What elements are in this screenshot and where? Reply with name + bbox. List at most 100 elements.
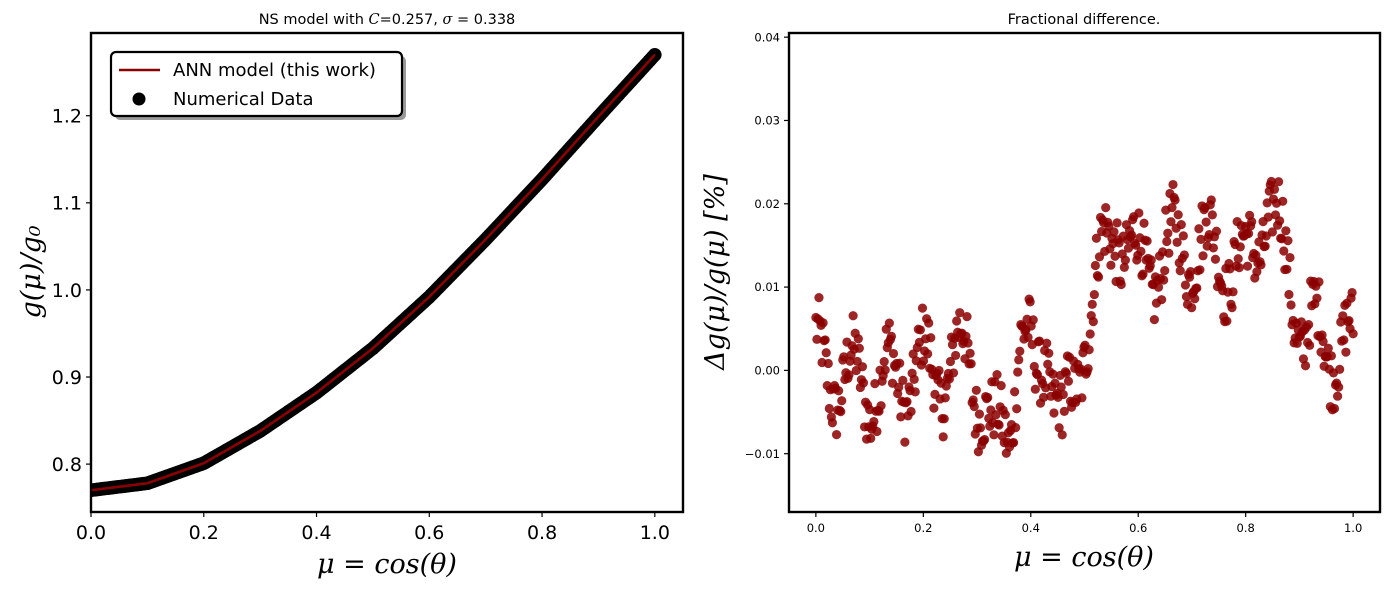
fractional-point	[1168, 179, 1178, 190]
fractional-point	[1056, 382, 1066, 392]
y-tick-label: 0.04	[754, 30, 780, 44]
fractional-point	[1300, 361, 1311, 371]
fractional-point	[929, 403, 939, 413]
fractional-point	[870, 379, 880, 389]
fractional-point	[831, 430, 842, 440]
fractional-point	[1210, 254, 1221, 264]
fractional-point	[1013, 367, 1023, 377]
fractional-point	[1260, 241, 1270, 251]
fractional-point	[1112, 218, 1122, 228]
fractional-point	[827, 418, 838, 428]
fractional-point	[1304, 319, 1314, 330]
fractional-point	[1048, 369, 1058, 379]
fractional-point	[915, 325, 926, 335]
fractional-point	[1110, 251, 1120, 261]
fractional-point	[1058, 389, 1068, 400]
fractional-point	[1000, 410, 1010, 420]
fractional-point	[1093, 272, 1104, 282]
fractional-point	[869, 416, 879, 427]
fractional-point	[848, 311, 858, 321]
fractional-point	[1059, 406, 1069, 416]
fractional-point	[938, 432, 948, 442]
fractional-point	[894, 382, 904, 392]
fractional-point	[1149, 315, 1159, 325]
fractional-point	[1015, 346, 1025, 356]
fractional-point	[1160, 266, 1170, 276]
fractional-point	[1233, 254, 1243, 264]
fractional-point	[1282, 264, 1292, 274]
x-tick-label: 0.6	[414, 522, 444, 544]
fractional-point	[844, 370, 854, 380]
fractional-point	[1251, 250, 1261, 260]
fractional-point	[1338, 311, 1348, 321]
x-tick-label: 0.4	[1022, 521, 1040, 535]
right-y-axis: −0.01 0.00 0.01 0.02 0.03 0.04	[745, 30, 789, 461]
x-tick-label: 0.2	[189, 522, 219, 544]
fractional-point	[1054, 423, 1064, 433]
x-tick-label: 0.4	[301, 522, 331, 544]
fractional-point	[1042, 338, 1052, 348]
fractional-point	[1227, 303, 1237, 313]
fractional-point	[1281, 226, 1291, 236]
fractional-point	[980, 434, 990, 445]
fractional-point	[939, 414, 949, 424]
x-tick-label: 0.8	[1237, 521, 1255, 535]
fractional-point	[1176, 220, 1186, 230]
fractional-point	[1063, 376, 1074, 386]
fractional-point	[1180, 280, 1191, 290]
fractional-point	[1266, 176, 1276, 187]
legend-item-numerical: Numerical Data	[173, 89, 314, 110]
fractional-point	[1010, 387, 1020, 397]
fractional-point	[1061, 368, 1071, 378]
fractional-point	[1162, 236, 1172, 247]
fractional-point	[1157, 295, 1167, 305]
fractional-point	[1329, 403, 1340, 414]
y-tick-label: 0.9	[52, 367, 82, 389]
fractional-point	[1146, 255, 1156, 265]
fractional-point	[1134, 208, 1144, 218]
fractional-point	[1123, 243, 1134, 253]
left-x-axis-label: μ = cos(θ)	[317, 549, 457, 580]
fractional-point	[884, 318, 894, 328]
fractional-point	[934, 365, 944, 376]
fractional-point	[1175, 266, 1185, 276]
fractional-point	[924, 318, 934, 328]
right-chart: Fractional difference. 0.0 0.2 0.4 0.6 0.8 1.…	[700, 12, 1382, 573]
left-x-axis: 0.0 0.2 0.4 0.6 0.8 1.0	[76, 512, 670, 544]
y-tick-label: −0.01	[745, 447, 780, 461]
fractional-point	[1285, 252, 1295, 263]
fractional-point	[1312, 293, 1322, 303]
fractional-point	[940, 393, 950, 403]
fractional-point	[1028, 315, 1038, 325]
fractional-point	[872, 426, 882, 437]
fractional-point	[818, 318, 828, 328]
right-x-axis: 0.0 0.2 0.4 0.6 0.8 1.0	[807, 512, 1362, 535]
fractional-point	[918, 356, 929, 366]
y-tick-label: 0.8	[52, 454, 82, 476]
fractional-point	[824, 403, 834, 414]
fractional-point	[1314, 277, 1324, 287]
fractional-point	[1049, 408, 1059, 418]
fractional-point	[879, 356, 889, 367]
fractional-point	[1109, 227, 1119, 237]
right-x-axis-label: μ = cos(θ)	[1014, 542, 1154, 573]
fractional-point	[1179, 250, 1189, 260]
fractional-point	[1178, 231, 1188, 241]
fractional-point	[1089, 289, 1099, 300]
fractional-point	[1243, 228, 1254, 239]
fractional-point	[1305, 340, 1315, 350]
fractional-point	[1119, 262, 1129, 272]
fractional-point	[812, 334, 822, 344]
fractional-point	[1087, 299, 1097, 309]
x-tick-label: 1.0	[1344, 521, 1362, 535]
fractional-point	[1084, 345, 1094, 355]
fractional-point	[854, 343, 864, 353]
left-y-axis: 0.8 0.9 1.0 1.1 1.2	[52, 106, 91, 476]
fractional-point	[823, 358, 833, 369]
left-axes-frame	[89, 31, 685, 514]
right-chart-title: Fractional difference.	[1008, 12, 1161, 28]
fractional-point	[1275, 216, 1285, 226]
fractional-point	[1206, 195, 1216, 205]
fractional-point	[1341, 347, 1351, 357]
